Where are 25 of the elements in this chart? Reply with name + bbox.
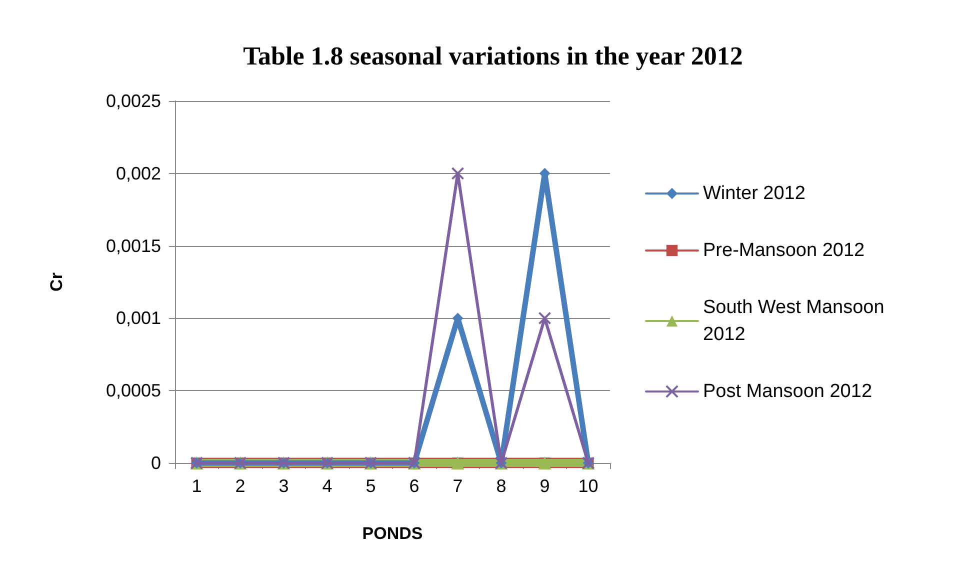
chart-title: Table 1.8 seasonal variations in the year 2012 — [243, 42, 743, 70]
legend-label: Pre-Mansoon 2012 — [703, 240, 865, 261]
y-tick-label: 0 — [150, 453, 161, 473]
x-tick-label: 6 — [409, 476, 420, 496]
y-tick-label: 0,0015 — [106, 236, 161, 256]
x-tick-label: 5 — [366, 476, 376, 496]
y-tick-label: 0,001 — [116, 308, 161, 328]
x-axis-title: PONDS — [362, 524, 423, 543]
y-tick-label: 0,0005 — [106, 380, 161, 401]
legend-label: Post Mansoon 2012 — [703, 381, 872, 402]
point — [538, 312, 552, 325]
x-tick-label: 2 — [235, 476, 246, 496]
x-tick-label: 1 — [192, 476, 202, 496]
legend-label: Winter 2012 — [703, 183, 806, 204]
y-tick-label: 0,0025 — [106, 91, 161, 111]
y-axis-title: Cr — [47, 272, 66, 292]
x-tick-label: 7 — [452, 476, 463, 496]
legend-label: South West Mansoon 2012 — [703, 297, 890, 345]
x-tick-label: 4 — [322, 476, 332, 496]
x-tick-label: 10 — [578, 476, 598, 496]
x-tick-label: 8 — [496, 476, 506, 496]
x-tick-label: 9 — [540, 476, 550, 496]
y-tick-label: 0,002 — [116, 163, 161, 184]
x-tick-label: 3 — [278, 476, 289, 496]
point — [451, 166, 464, 180]
